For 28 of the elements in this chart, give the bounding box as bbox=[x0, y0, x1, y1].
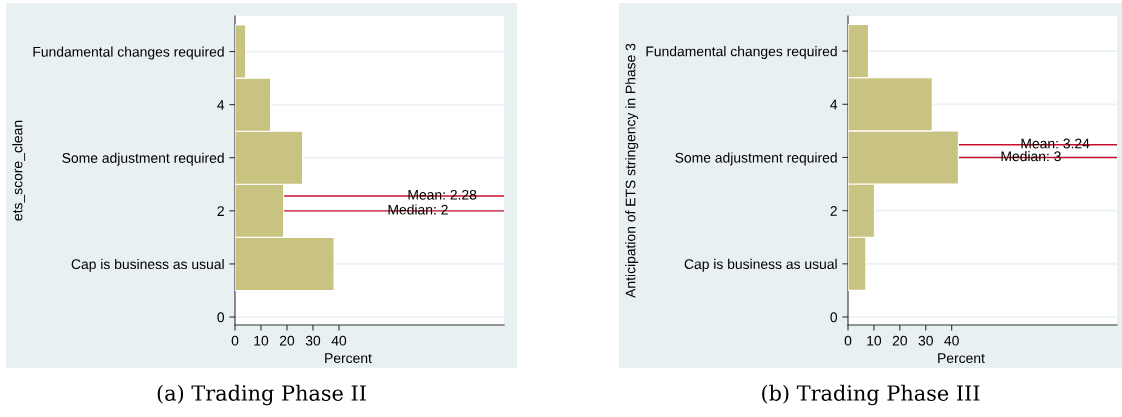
text: (a) Trading Phase II bbox=[157, 384, 366, 406]
x-tick-label: 20 bbox=[279, 335, 295, 346]
y-tick-label: 0 bbox=[217, 312, 225, 323]
y-axis-title: ets_score_clean bbox=[12, 120, 26, 221]
text: (b) Trading Phase III bbox=[762, 384, 980, 406]
x-tick-label: 0 bbox=[844, 335, 852, 346]
y-tick-label: Cap is business as usual bbox=[71, 258, 224, 272]
y-axis-title: Anticipation of ETS stringency in Phase 3 bbox=[625, 43, 639, 298]
y-tick-label: Some adjustment required bbox=[62, 152, 224, 166]
y-tick-label: 2 bbox=[217, 206, 224, 216]
x-tick-label: 10 bbox=[867, 335, 882, 346]
y-tick-label: Fundamental changes required bbox=[33, 46, 224, 60]
x-tick-label: 30 bbox=[305, 335, 321, 346]
y-tick-label: 4 bbox=[217, 100, 225, 110]
x-tick-label: 20 bbox=[892, 335, 908, 346]
y-tick-label: 2 bbox=[830, 205, 837, 216]
x-axis-title: Percent bbox=[325, 353, 372, 364]
x-tick-label: 0 bbox=[231, 335, 239, 346]
y-tick-label: 0 bbox=[830, 312, 838, 323]
y-tick-label: 4 bbox=[830, 99, 838, 110]
y-tick-label: Some adjustment required bbox=[675, 152, 837, 166]
x-tick-label: 40 bbox=[944, 335, 959, 346]
x-tick-label: 30 bbox=[918, 335, 933, 346]
y-tick-label: Cap is business as usual bbox=[684, 258, 837, 272]
x-tick-label: 40 bbox=[331, 335, 347, 346]
x-axis-title: Percent bbox=[938, 353, 985, 364]
x-tick-label: 10 bbox=[254, 335, 269, 346]
y-tick-label: Fundamental changes required bbox=[646, 46, 837, 60]
